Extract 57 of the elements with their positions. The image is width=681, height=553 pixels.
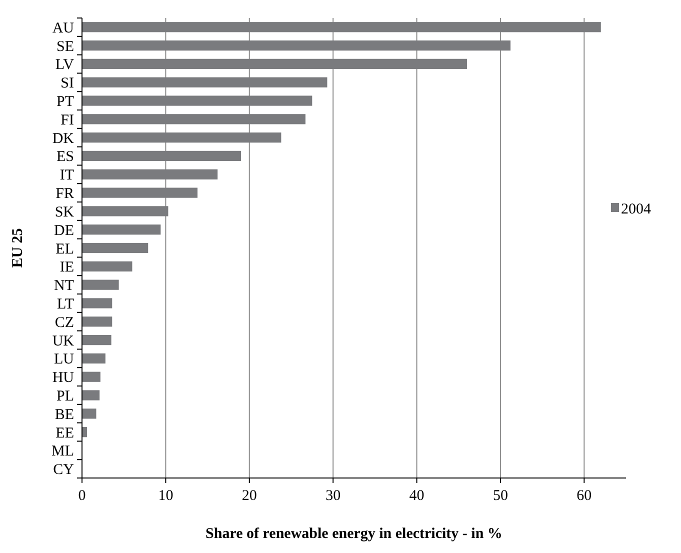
bar [82,298,112,308]
bar [82,224,161,235]
bar [82,77,328,88]
bar [82,132,282,143]
y-tick-label: SK [54,204,74,220]
legend-label: 2004 [621,201,652,218]
bar [82,261,132,272]
y-axis-title: EU 25 [10,228,26,268]
y-tick-label: DE [54,222,74,239]
y-tick-label: ES [56,149,74,166]
y-tick-label: EL [56,241,74,258]
y-tick-label: EE [56,425,74,442]
y-tick-label: SI [60,76,74,92]
bar [82,96,312,106]
bar [82,206,168,216]
y-tick-label: IE [60,260,74,276]
y-tick-label: PL [56,388,74,405]
y-tick-label: DK [52,130,74,147]
y-tick-label: LU [54,352,74,368]
y-tick-label: LV [55,57,74,74]
bar [82,58,467,69]
bar [82,390,100,400]
x-tick-label: 0 [78,488,86,504]
y-tick-label: FI [60,112,74,128]
y-tick-label: HU [52,370,74,386]
bar [82,334,112,346]
y-tick-label: FR [56,186,74,202]
bar [82,40,511,51]
x-tick-label: 40 [409,488,424,504]
x-tick-label: 30 [326,488,341,504]
x-tick-label: 20 [242,488,257,504]
y-tick-label: CZ [54,314,74,331]
x-axis-title: Share of renewable energy in electricity - in % [206,526,502,542]
bar [82,408,96,419]
y-tick-label: NT [54,278,74,294]
y-tick-label: BE [54,406,74,423]
y-tick-label: ML [52,444,74,460]
bar [82,22,601,32]
y-tick-label: LT [57,296,74,312]
bar [82,280,119,290]
y-tick-label: PT [56,94,74,110]
y-tick-label: UK [52,333,74,350]
bar [82,188,198,198]
y-tick-label: IT [60,168,74,184]
y-tick-label: AU [52,20,74,36]
bar [82,372,100,382]
bar [82,169,218,180]
y-tick-label: SE [56,38,74,55]
bar [82,353,106,364]
x-tick-label: 50 [492,488,508,504]
x-tick-label: 10 [158,488,174,504]
bar [82,114,306,124]
bar [82,150,242,162]
bar [82,316,112,327]
bar [82,242,148,254]
x-tick-label: 60 [576,488,592,504]
y-tick-label: CY [53,462,74,478]
